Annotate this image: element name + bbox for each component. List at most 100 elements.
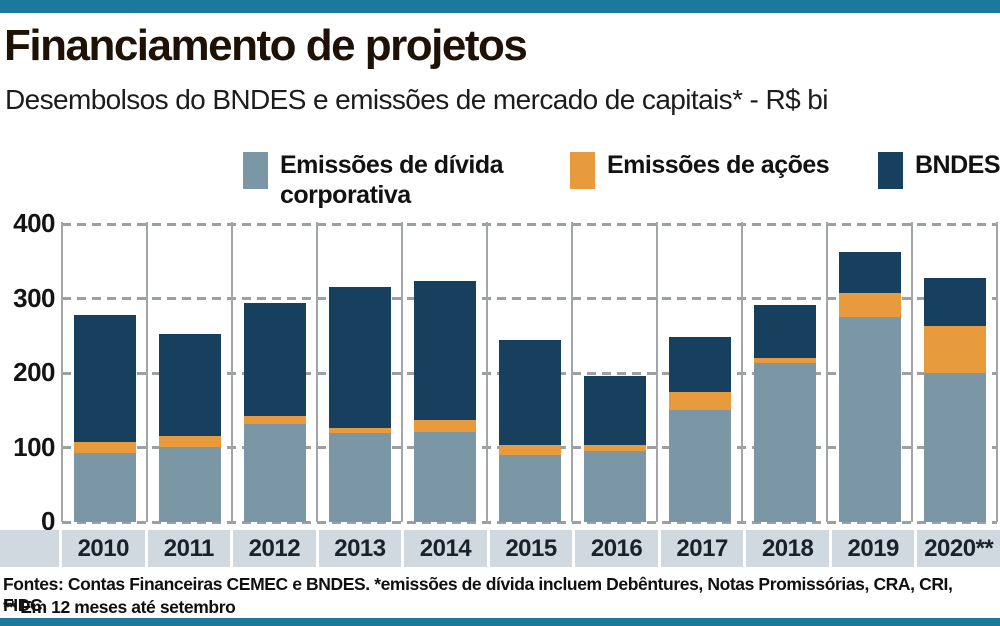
y-tick-label: 100 <box>13 431 55 462</box>
column-separator <box>401 222 403 522</box>
chart-column-2012 <box>232 224 317 522</box>
bar-segment-debt <box>498 454 561 522</box>
bar-segment-bndes <box>243 302 306 417</box>
stacked-bar-2019 <box>838 251 901 522</box>
bar-segment-bndes <box>923 278 986 327</box>
bar-segment-bndes <box>753 305 816 359</box>
chart-column-2014 <box>402 224 487 522</box>
x-tick-label: 2010 <box>62 530 145 567</box>
stacked-bar-2011 <box>158 334 221 522</box>
column-separator <box>656 222 658 522</box>
gridline-0 <box>62 520 997 524</box>
stacked-bar-2015 <box>498 340 561 522</box>
stacked-bar-2018 <box>753 305 816 522</box>
bar-segment-debt <box>413 431 476 522</box>
chart-column-2020** <box>912 224 997 522</box>
bar-segment-equity <box>583 445 646 452</box>
stacked-bar-2016 <box>583 376 646 522</box>
bar-segment-equity <box>838 293 901 318</box>
bar-segment-bndes <box>413 280 476 420</box>
chart-column-2016 <box>572 224 657 522</box>
y-tick-label: 300 <box>13 282 55 313</box>
bar-segment-equity <box>158 435 221 447</box>
y-axis: 0 100 200 300 400 <box>0 0 55 626</box>
x-tick-label: 2013 <box>318 530 402 567</box>
stacked-bar-2020** <box>923 278 986 522</box>
bar-segment-bndes <box>668 337 731 392</box>
period-note: ** Em 12 meses até setembro <box>3 597 236 617</box>
chart-subtitle: Desembolsos do BNDES e emissões de merca… <box>5 84 828 115</box>
x-tick-label: 2014 <box>404 530 487 567</box>
legend-item: Emissões de ações <box>570 150 830 189</box>
bar-segment-debt <box>73 453 136 522</box>
x-tick-label: 2017 <box>660 530 744 567</box>
chart-column-2017 <box>657 224 742 522</box>
chart-column-2013 <box>317 224 402 522</box>
column-separator <box>741 222 743 522</box>
x-axis-band: 2010 2011 2012 2013 2014 2015 2016 2017 2018 2019… <box>0 530 1000 567</box>
x-tick-label: 2016 <box>575 530 658 567</box>
legend-label: BNDES <box>915 151 1000 179</box>
column-separator <box>316 222 318 522</box>
stacked-bar-2017 <box>668 337 731 522</box>
chart-column-2010 <box>62 224 147 522</box>
stacked-bar-2010 <box>73 314 136 522</box>
bar-segment-debt <box>753 362 816 522</box>
legend-item: BNDES <box>878 150 1000 189</box>
bar-segment-bndes <box>73 314 136 443</box>
bar-segment-equity <box>328 428 391 434</box>
x-tick-label: 2019 <box>831 530 915 567</box>
legend-label: Emissões de dívida corporativa <box>280 151 504 209</box>
gridline-400 <box>62 222 997 226</box>
chart-column-2011 <box>147 224 232 522</box>
y-tick-label: 0 <box>41 506 55 536</box>
chart-column-2018 <box>742 224 827 522</box>
bar-segment-bndes <box>498 340 561 445</box>
bar-segment-debt <box>838 317 901 522</box>
chart-legend: Emissões de dívida corporativa Emissões d… <box>0 150 1000 210</box>
gridline-300 <box>62 297 997 300</box>
x-tick-label: 2018 <box>746 530 829 567</box>
bar-segment-equity <box>73 442 136 454</box>
column-separator <box>61 222 63 522</box>
bar-segment-debt <box>158 446 221 522</box>
chart-title: Financiamento de projetos <box>4 21 528 70</box>
x-tick-label: 2020** <box>917 530 1000 567</box>
bar-segment-debt <box>583 451 646 522</box>
bar-segment-equity <box>413 419 476 432</box>
stacked-bar-2014 <box>413 280 476 522</box>
legend-swatch-bndes <box>878 152 903 189</box>
stacked-bar-2013 <box>328 287 391 522</box>
column-separator <box>486 222 488 522</box>
bar-segment-debt <box>668 409 731 522</box>
column-separator <box>146 222 148 522</box>
column-separator <box>231 222 233 522</box>
legend-item: Emissões de dívida corporativa <box>243 150 530 210</box>
column-separator <box>571 222 573 522</box>
stacked-bar-2012 <box>243 302 306 522</box>
bar-segment-equity <box>923 326 986 373</box>
column-separator <box>911 222 913 522</box>
bar-segment-equity <box>668 391 731 410</box>
column-separator <box>996 222 998 522</box>
y-tick-label: 400 <box>13 208 55 238</box>
y-tick-label: 200 <box>13 357 55 387</box>
top-accent-bar <box>0 0 1000 13</box>
bar-segment-bndes <box>328 287 391 429</box>
bar-segment-bndes <box>838 251 901 294</box>
chart-column-2019 <box>827 224 912 522</box>
source-note: Fontes: Contas Financeiras CEMEC e BNDES… <box>3 574 953 615</box>
legend-swatch-equity <box>570 152 595 189</box>
bar-segment-equity <box>243 416 306 425</box>
legend-swatch-debt <box>243 152 268 189</box>
bar-segment-equity <box>753 358 816 363</box>
x-tick-label: 2015 <box>489 530 573 567</box>
column-separator <box>826 222 828 522</box>
plot-area <box>61 222 998 524</box>
bar-segment-debt <box>328 433 391 522</box>
x-band-gutter <box>0 530 59 567</box>
x-tick-label: 2012 <box>233 530 316 567</box>
bar-segment-equity <box>498 444 561 455</box>
bar-segment-debt <box>923 373 986 522</box>
